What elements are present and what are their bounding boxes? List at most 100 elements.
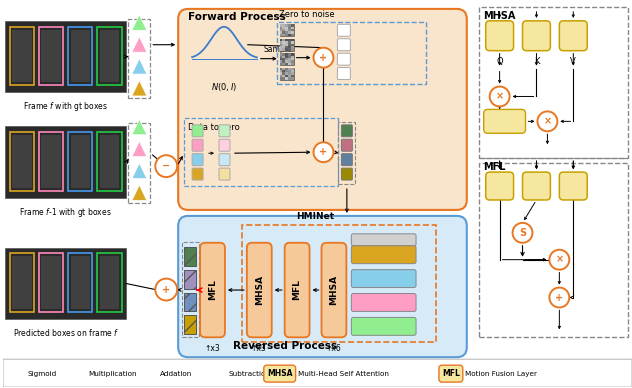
Bar <box>42 135 61 188</box>
Polygon shape <box>132 15 147 30</box>
Bar <box>288 48 291 51</box>
FancyBboxPatch shape <box>559 21 587 51</box>
Bar <box>283 75 285 77</box>
Bar <box>100 135 119 188</box>
Bar <box>291 41 294 43</box>
Bar <box>283 29 285 31</box>
Text: K: K <box>533 57 539 66</box>
FancyBboxPatch shape <box>219 125 230 137</box>
Bar <box>68 132 92 191</box>
Bar <box>288 31 291 34</box>
Bar <box>182 242 199 337</box>
Bar <box>288 63 291 65</box>
Text: ↑x6: ↑x6 <box>325 344 341 353</box>
Bar <box>280 43 283 46</box>
Bar <box>12 29 32 82</box>
Circle shape <box>549 250 569 270</box>
Text: Sample: Sample <box>264 45 293 54</box>
Polygon shape <box>132 37 147 52</box>
Bar <box>5 21 126 92</box>
FancyBboxPatch shape <box>351 270 416 288</box>
FancyBboxPatch shape <box>178 216 467 357</box>
FancyBboxPatch shape <box>483 109 526 133</box>
Bar <box>288 34 291 36</box>
Bar <box>285 70 288 73</box>
Bar <box>478 7 628 158</box>
Bar <box>288 39 291 41</box>
Circle shape <box>69 365 86 382</box>
FancyBboxPatch shape <box>559 172 587 200</box>
Bar <box>288 46 291 48</box>
Bar <box>291 24 294 27</box>
Bar <box>280 39 283 41</box>
Text: Softmax: Softmax <box>489 117 521 126</box>
Bar <box>291 55 294 58</box>
Bar <box>283 70 285 73</box>
Bar <box>288 43 291 46</box>
FancyBboxPatch shape <box>486 21 514 51</box>
Bar <box>285 55 288 58</box>
Bar <box>280 31 283 34</box>
Bar <box>128 123 150 203</box>
Bar <box>291 77 294 80</box>
Bar <box>285 39 288 41</box>
Polygon shape <box>132 59 147 74</box>
Bar <box>10 253 34 312</box>
Polygon shape <box>132 185 147 201</box>
FancyBboxPatch shape <box>337 24 350 36</box>
Text: Addation: Addation <box>161 371 193 377</box>
Text: MLP: MLP <box>489 31 510 40</box>
Bar <box>277 22 426 83</box>
Bar <box>283 27 285 29</box>
Bar <box>285 31 288 34</box>
Text: Data to zero: Data to zero <box>188 123 240 132</box>
Bar <box>285 46 288 48</box>
FancyBboxPatch shape <box>219 168 230 180</box>
Bar <box>288 75 291 77</box>
Circle shape <box>155 279 177 300</box>
Text: Reversed Process: Reversed Process <box>233 341 337 351</box>
Bar <box>285 68 288 70</box>
Bar <box>280 39 294 51</box>
Bar <box>291 53 294 55</box>
Text: Zero to noise: Zero to noise <box>279 10 334 19</box>
Text: ×: × <box>556 255 563 265</box>
Bar <box>285 73 288 75</box>
FancyBboxPatch shape <box>192 168 203 180</box>
Bar <box>291 73 294 75</box>
FancyBboxPatch shape <box>341 154 353 166</box>
Text: ↑x3: ↑x3 <box>251 344 267 353</box>
Text: Sigmoid: Sigmoid <box>27 371 57 377</box>
Circle shape <box>549 288 569 307</box>
Bar <box>288 41 291 43</box>
Text: Motion Fusion Layer: Motion Fusion Layer <box>465 371 537 377</box>
Bar <box>12 256 32 309</box>
Bar <box>285 53 288 55</box>
Bar <box>291 27 294 29</box>
FancyBboxPatch shape <box>219 154 230 166</box>
Bar <box>280 24 283 27</box>
Text: Frame $f$-$1$ with gt boxes: Frame $f$-$1$ with gt boxes <box>20 206 112 219</box>
FancyBboxPatch shape <box>247 243 272 337</box>
Bar <box>288 53 291 55</box>
Bar <box>71 135 90 188</box>
Bar <box>100 29 119 82</box>
Bar <box>280 48 283 51</box>
Bar <box>5 126 126 198</box>
Bar <box>288 29 291 31</box>
Bar <box>283 46 285 48</box>
Bar <box>291 63 294 65</box>
FancyBboxPatch shape <box>192 154 203 166</box>
Bar <box>288 27 291 29</box>
Text: V: V <box>571 57 576 66</box>
FancyBboxPatch shape <box>337 53 350 65</box>
Bar <box>285 75 288 77</box>
Bar <box>288 24 291 27</box>
Text: +: + <box>319 147 327 157</box>
Bar <box>291 61 294 63</box>
Circle shape <box>313 48 334 68</box>
Bar <box>338 122 355 184</box>
Bar <box>288 73 291 75</box>
Bar <box>42 29 61 82</box>
Bar <box>291 58 294 61</box>
